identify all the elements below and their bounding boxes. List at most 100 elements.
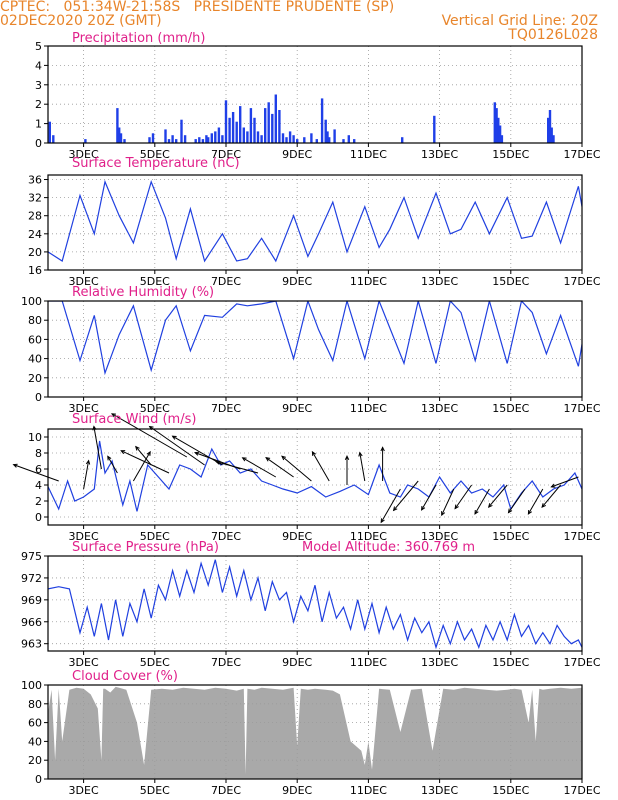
y-tick-label: 2: [35, 98, 42, 111]
y-tick-label: 36: [28, 174, 42, 187]
y-tick-label: 0: [35, 773, 42, 786]
wind-arrow-head: [344, 455, 350, 461]
panel-frame: [47, 684, 583, 780]
x-tick-label: 7DEC: [211, 784, 241, 797]
x-tick-label: 11DEC: [350, 530, 387, 543]
x-tick-label: 7DEC: [211, 275, 241, 288]
precip-bar: [256, 131, 260, 143]
precip-bar: [151, 133, 155, 143]
wind-arrow-head: [454, 504, 459, 510]
panel-title-temp: Surface Temperature (nC): [72, 156, 240, 171]
x-tick-label: 11DEC: [350, 402, 387, 415]
wind-arrow: [83, 460, 90, 490]
wind-arrow: [281, 455, 312, 482]
y-tick-label: 975: [21, 550, 42, 563]
panel-frame: [47, 555, 583, 652]
precip-bar: [495, 108, 498, 143]
x-tick-label: 13DEC: [421, 275, 458, 288]
precip-bar: [84, 139, 87, 143]
x-tick-label: 7DEC: [211, 530, 241, 543]
wind-arrow-head: [507, 508, 513, 514]
precip-bar: [246, 131, 249, 143]
precip-bar: [281, 133, 285, 143]
y-tick-label: 966: [21, 616, 42, 629]
wind-arrow-head: [541, 503, 547, 508]
x-tick-label: 3DEC: [69, 275, 99, 288]
y-tick-label: 8: [35, 447, 42, 460]
x-tick-label: 13DEC: [421, 656, 458, 669]
x-tick-label: 13DEC: [421, 784, 458, 797]
x-tick-label: 9DEC: [282, 784, 312, 797]
x-tick-label: 17DEC: [563, 656, 600, 669]
precip-bar: [52, 135, 55, 143]
precip-bar: [217, 127, 221, 143]
panel-title-wind: Surface Wind (m/s): [72, 412, 196, 427]
x-tick-label: 5DEC: [140, 530, 170, 543]
x-tick-label: 5DEC: [140, 275, 170, 288]
precip-bar: [167, 139, 171, 143]
header-date: 02DEC2020 20Z (GMT): [0, 13, 162, 29]
x-tick-label: 15DEC: [492, 530, 529, 543]
x-tick-label: 9DEC: [282, 275, 312, 288]
y-tick-label: 969: [21, 594, 42, 607]
x-tick-label: 11DEC: [350, 148, 387, 161]
x-tick-label: 15DEC: [492, 402, 529, 415]
x-tick-label: 3DEC: [69, 784, 99, 797]
y-tick-label: 4: [35, 479, 42, 492]
panel-title-cloud: Cloud Cover (%): [72, 669, 178, 684]
wind-arrow-head: [527, 509, 532, 515]
x-tick-label: 3DEC: [69, 402, 99, 415]
precip-bar: [228, 117, 231, 143]
y-tick-label: 16: [28, 264, 42, 277]
precip-bar: [183, 135, 187, 143]
precip-bar: [253, 117, 256, 143]
y-tick-label: 40: [28, 353, 42, 366]
precip-bar: [548, 110, 552, 143]
wind-arrow-head: [281, 455, 287, 461]
panel-title-pres: Surface Pressure (hPa): [72, 540, 219, 555]
wind-arrow-head: [241, 457, 247, 462]
y-tick-label: 80: [28, 314, 42, 327]
rh-line: [48, 301, 582, 376]
y-tick-label: 28: [28, 210, 42, 223]
y-tick-label: 2: [35, 495, 42, 508]
x-tick-label: 7DEC: [211, 148, 241, 161]
wind-arrow-head: [380, 518, 385, 524]
x-tick-label: 5DEC: [140, 148, 170, 161]
x-tick-label: 5DEC: [140, 784, 170, 797]
wind-arrow: [421, 484, 437, 511]
precip-bar: [498, 125, 502, 143]
x-tick-label: 15DEC: [492, 148, 529, 161]
panel-title-precip: Precipitation (mm/h): [72, 31, 205, 46]
precip-bar: [48, 121, 51, 143]
precip-bar: [249, 108, 253, 143]
precip-bar: [320, 98, 324, 143]
x-tick-label: 7DEC: [211, 402, 241, 415]
precip-bar: [285, 137, 288, 143]
x-tick-label: 13DEC: [421, 148, 458, 161]
x-tick-label: 17DEC: [563, 275, 600, 288]
precip-bar: [205, 135, 208, 143]
y-tick-label: 972: [21, 572, 42, 585]
x-tick-label: 9DEC: [282, 402, 312, 415]
panel-title-rh: Relative Humidity (%): [72, 285, 214, 300]
x-tick-label: 11DEC: [350, 784, 387, 797]
x-tick-label: 13DEC: [421, 402, 458, 415]
precip-bar: [271, 113, 274, 143]
x-tick-label: 3DEC: [69, 530, 99, 543]
wind-arrow: [111, 413, 188, 458]
precip-bar: [497, 117, 500, 143]
precip-bar: [239, 106, 242, 143]
y-tick-label: 1: [35, 118, 42, 131]
wind-arrow-head: [85, 459, 91, 465]
wind-arrow-head: [392, 506, 398, 512]
wind-arrow: [135, 446, 152, 466]
wind-arrow: [149, 426, 205, 466]
precip-bar: [260, 135, 263, 143]
x-tick-label: 5DEC: [140, 656, 170, 669]
y-tick-label: 60: [28, 717, 42, 730]
x-tick-label: 17DEC: [563, 530, 600, 543]
y-tick-label: 20: [28, 246, 42, 259]
header-model-id: TQ0126L028: [508, 27, 598, 43]
